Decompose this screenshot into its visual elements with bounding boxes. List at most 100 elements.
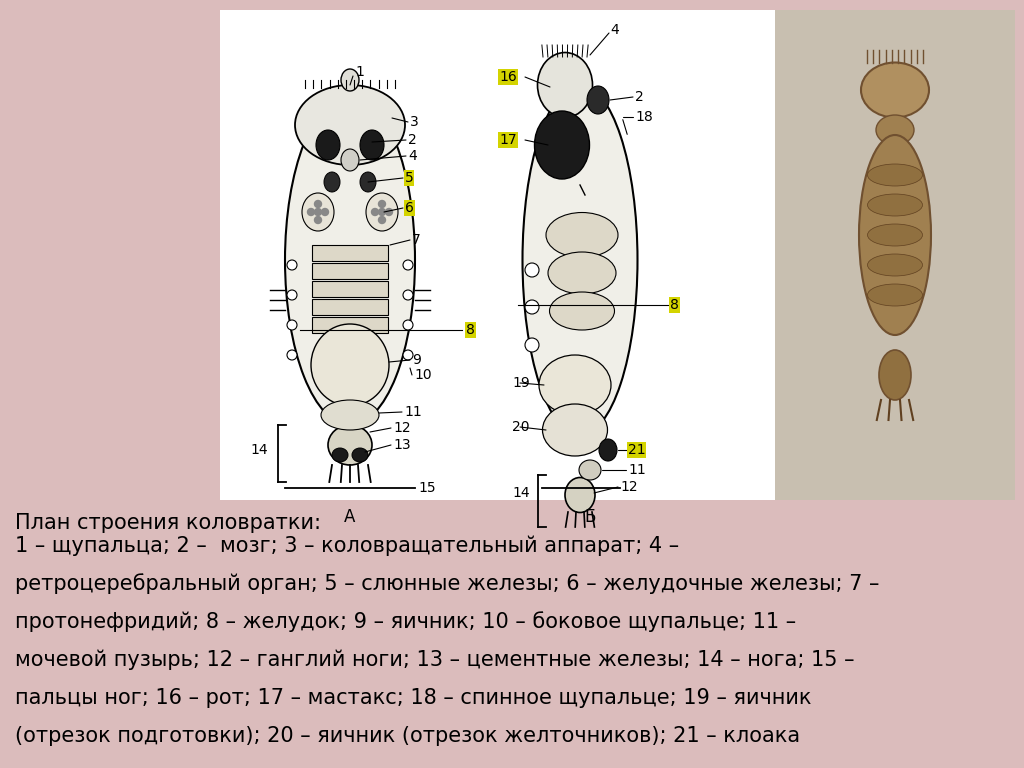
Bar [312, 299, 388, 315]
Ellipse shape [316, 130, 340, 160]
Text: 11: 11 [404, 405, 422, 419]
Text: пальцы ног; 16 – рот; 17 – мастакс; 18 – спинное щупальце; 19 – яичник: пальцы ног; 16 – рот; 17 – мастакс; 18 –… [15, 687, 811, 707]
Ellipse shape [867, 194, 923, 216]
Circle shape [403, 350, 413, 360]
Ellipse shape [550, 292, 614, 330]
Ellipse shape [859, 135, 931, 335]
Circle shape [322, 208, 329, 216]
Ellipse shape [360, 172, 376, 192]
Text: 2: 2 [635, 90, 644, 104]
Text: А: А [344, 508, 355, 526]
Ellipse shape [867, 254, 923, 276]
Circle shape [385, 208, 392, 216]
Ellipse shape [341, 149, 359, 171]
Text: 15: 15 [418, 481, 435, 495]
Bar [312, 245, 388, 261]
Circle shape [287, 350, 297, 360]
Ellipse shape [876, 115, 914, 145]
Ellipse shape [599, 439, 617, 461]
Text: 5: 5 [406, 171, 414, 185]
Ellipse shape [522, 85, 638, 435]
Circle shape [307, 208, 314, 216]
Ellipse shape [535, 111, 590, 179]
Text: 12: 12 [393, 421, 411, 435]
Ellipse shape [879, 350, 911, 400]
Ellipse shape [302, 193, 334, 231]
Ellipse shape [332, 448, 348, 462]
Ellipse shape [587, 86, 609, 114]
Text: План строения коловратки:: План строения коловратки: [15, 513, 321, 533]
Circle shape [314, 217, 322, 223]
Circle shape [287, 290, 297, 300]
Ellipse shape [579, 460, 601, 480]
Ellipse shape [352, 448, 368, 462]
Ellipse shape [867, 164, 923, 186]
Text: 14: 14 [512, 486, 530, 500]
Bar [775, 10, 1015, 500]
Text: Б: Б [585, 508, 596, 526]
Text: 2: 2 [408, 133, 417, 147]
Text: 8: 8 [670, 298, 679, 312]
Circle shape [525, 338, 539, 352]
Ellipse shape [328, 425, 372, 465]
Text: 11: 11 [628, 463, 646, 477]
Circle shape [403, 290, 413, 300]
Circle shape [372, 208, 379, 216]
Ellipse shape [360, 130, 384, 160]
Text: 12: 12 [620, 480, 638, 494]
Ellipse shape [539, 355, 611, 415]
Circle shape [525, 300, 539, 314]
Text: 13: 13 [393, 438, 411, 452]
Text: 6: 6 [406, 201, 414, 215]
Text: 7: 7 [412, 233, 421, 247]
Ellipse shape [565, 478, 595, 512]
Ellipse shape [546, 213, 618, 257]
Text: 1: 1 [355, 65, 364, 79]
Ellipse shape [867, 224, 923, 246]
Text: 8: 8 [466, 323, 475, 337]
Circle shape [403, 260, 413, 270]
Text: 4: 4 [610, 23, 618, 37]
Circle shape [525, 263, 539, 277]
Bar [312, 281, 388, 297]
Text: мочевой пузырь; 12 – ганглий ноги; 13 – цементные железы; 14 – нога; 15 –: мочевой пузырь; 12 – ганглий ноги; 13 – … [15, 650, 854, 670]
Text: протонефридий; 8 – желудок; 9 – яичник; 10 – боковое щупальце; 11 –: протонефридий; 8 – желудок; 9 – яичник; … [15, 611, 796, 632]
Ellipse shape [861, 62, 929, 118]
Circle shape [403, 320, 413, 330]
Text: 14: 14 [251, 443, 268, 457]
Ellipse shape [543, 404, 607, 456]
Text: (отрезок подготовки); 20 – яичник (отрезок желточников); 21 – клоака: (отрезок подготовки); 20 – яичник (отрез… [15, 726, 800, 746]
Ellipse shape [341, 69, 359, 91]
Ellipse shape [538, 52, 593, 118]
Text: ретроцеребральный орган; 5 – слюнные железы; 6 – желудочные железы; 7 –: ретроцеребральный орган; 5 – слюнные жел… [15, 574, 880, 594]
Circle shape [314, 208, 322, 216]
Ellipse shape [867, 284, 923, 306]
Text: 3: 3 [410, 115, 419, 129]
Circle shape [379, 217, 385, 223]
Text: 17: 17 [499, 133, 517, 147]
Ellipse shape [548, 252, 616, 294]
Bar [312, 263, 388, 279]
Text: 1 – щупальца; 2 –  мозг; 3 – коловращательный аппарат; 4 –: 1 – щупальца; 2 – мозг; 3 – коловращател… [15, 535, 679, 556]
Text: 16: 16 [499, 70, 517, 84]
Ellipse shape [285, 95, 415, 425]
Circle shape [314, 200, 322, 207]
Text: 21: 21 [628, 443, 645, 457]
Ellipse shape [321, 400, 379, 430]
Ellipse shape [366, 193, 398, 231]
Ellipse shape [311, 324, 389, 406]
Circle shape [379, 208, 385, 216]
Circle shape [379, 200, 385, 207]
Bar [312, 317, 388, 333]
Circle shape [287, 320, 297, 330]
Ellipse shape [324, 172, 340, 192]
Text: 10: 10 [414, 368, 432, 382]
Bar [220, 10, 775, 500]
Text: 9: 9 [412, 353, 421, 367]
Text: 4: 4 [408, 149, 417, 163]
Text: 20: 20 [512, 420, 529, 434]
Text: 18: 18 [635, 110, 652, 124]
Circle shape [287, 260, 297, 270]
Text: 19: 19 [512, 376, 529, 390]
Ellipse shape [295, 85, 406, 165]
